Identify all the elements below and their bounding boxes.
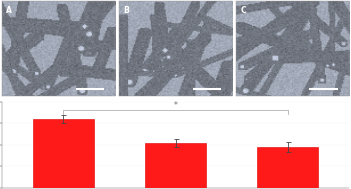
Text: A: A — [6, 6, 12, 15]
Bar — [145, 143, 206, 188]
Text: B: B — [123, 6, 129, 15]
Text: C: C — [240, 6, 246, 15]
Text: *: * — [173, 101, 178, 110]
Bar — [33, 119, 94, 188]
Bar — [257, 147, 318, 188]
